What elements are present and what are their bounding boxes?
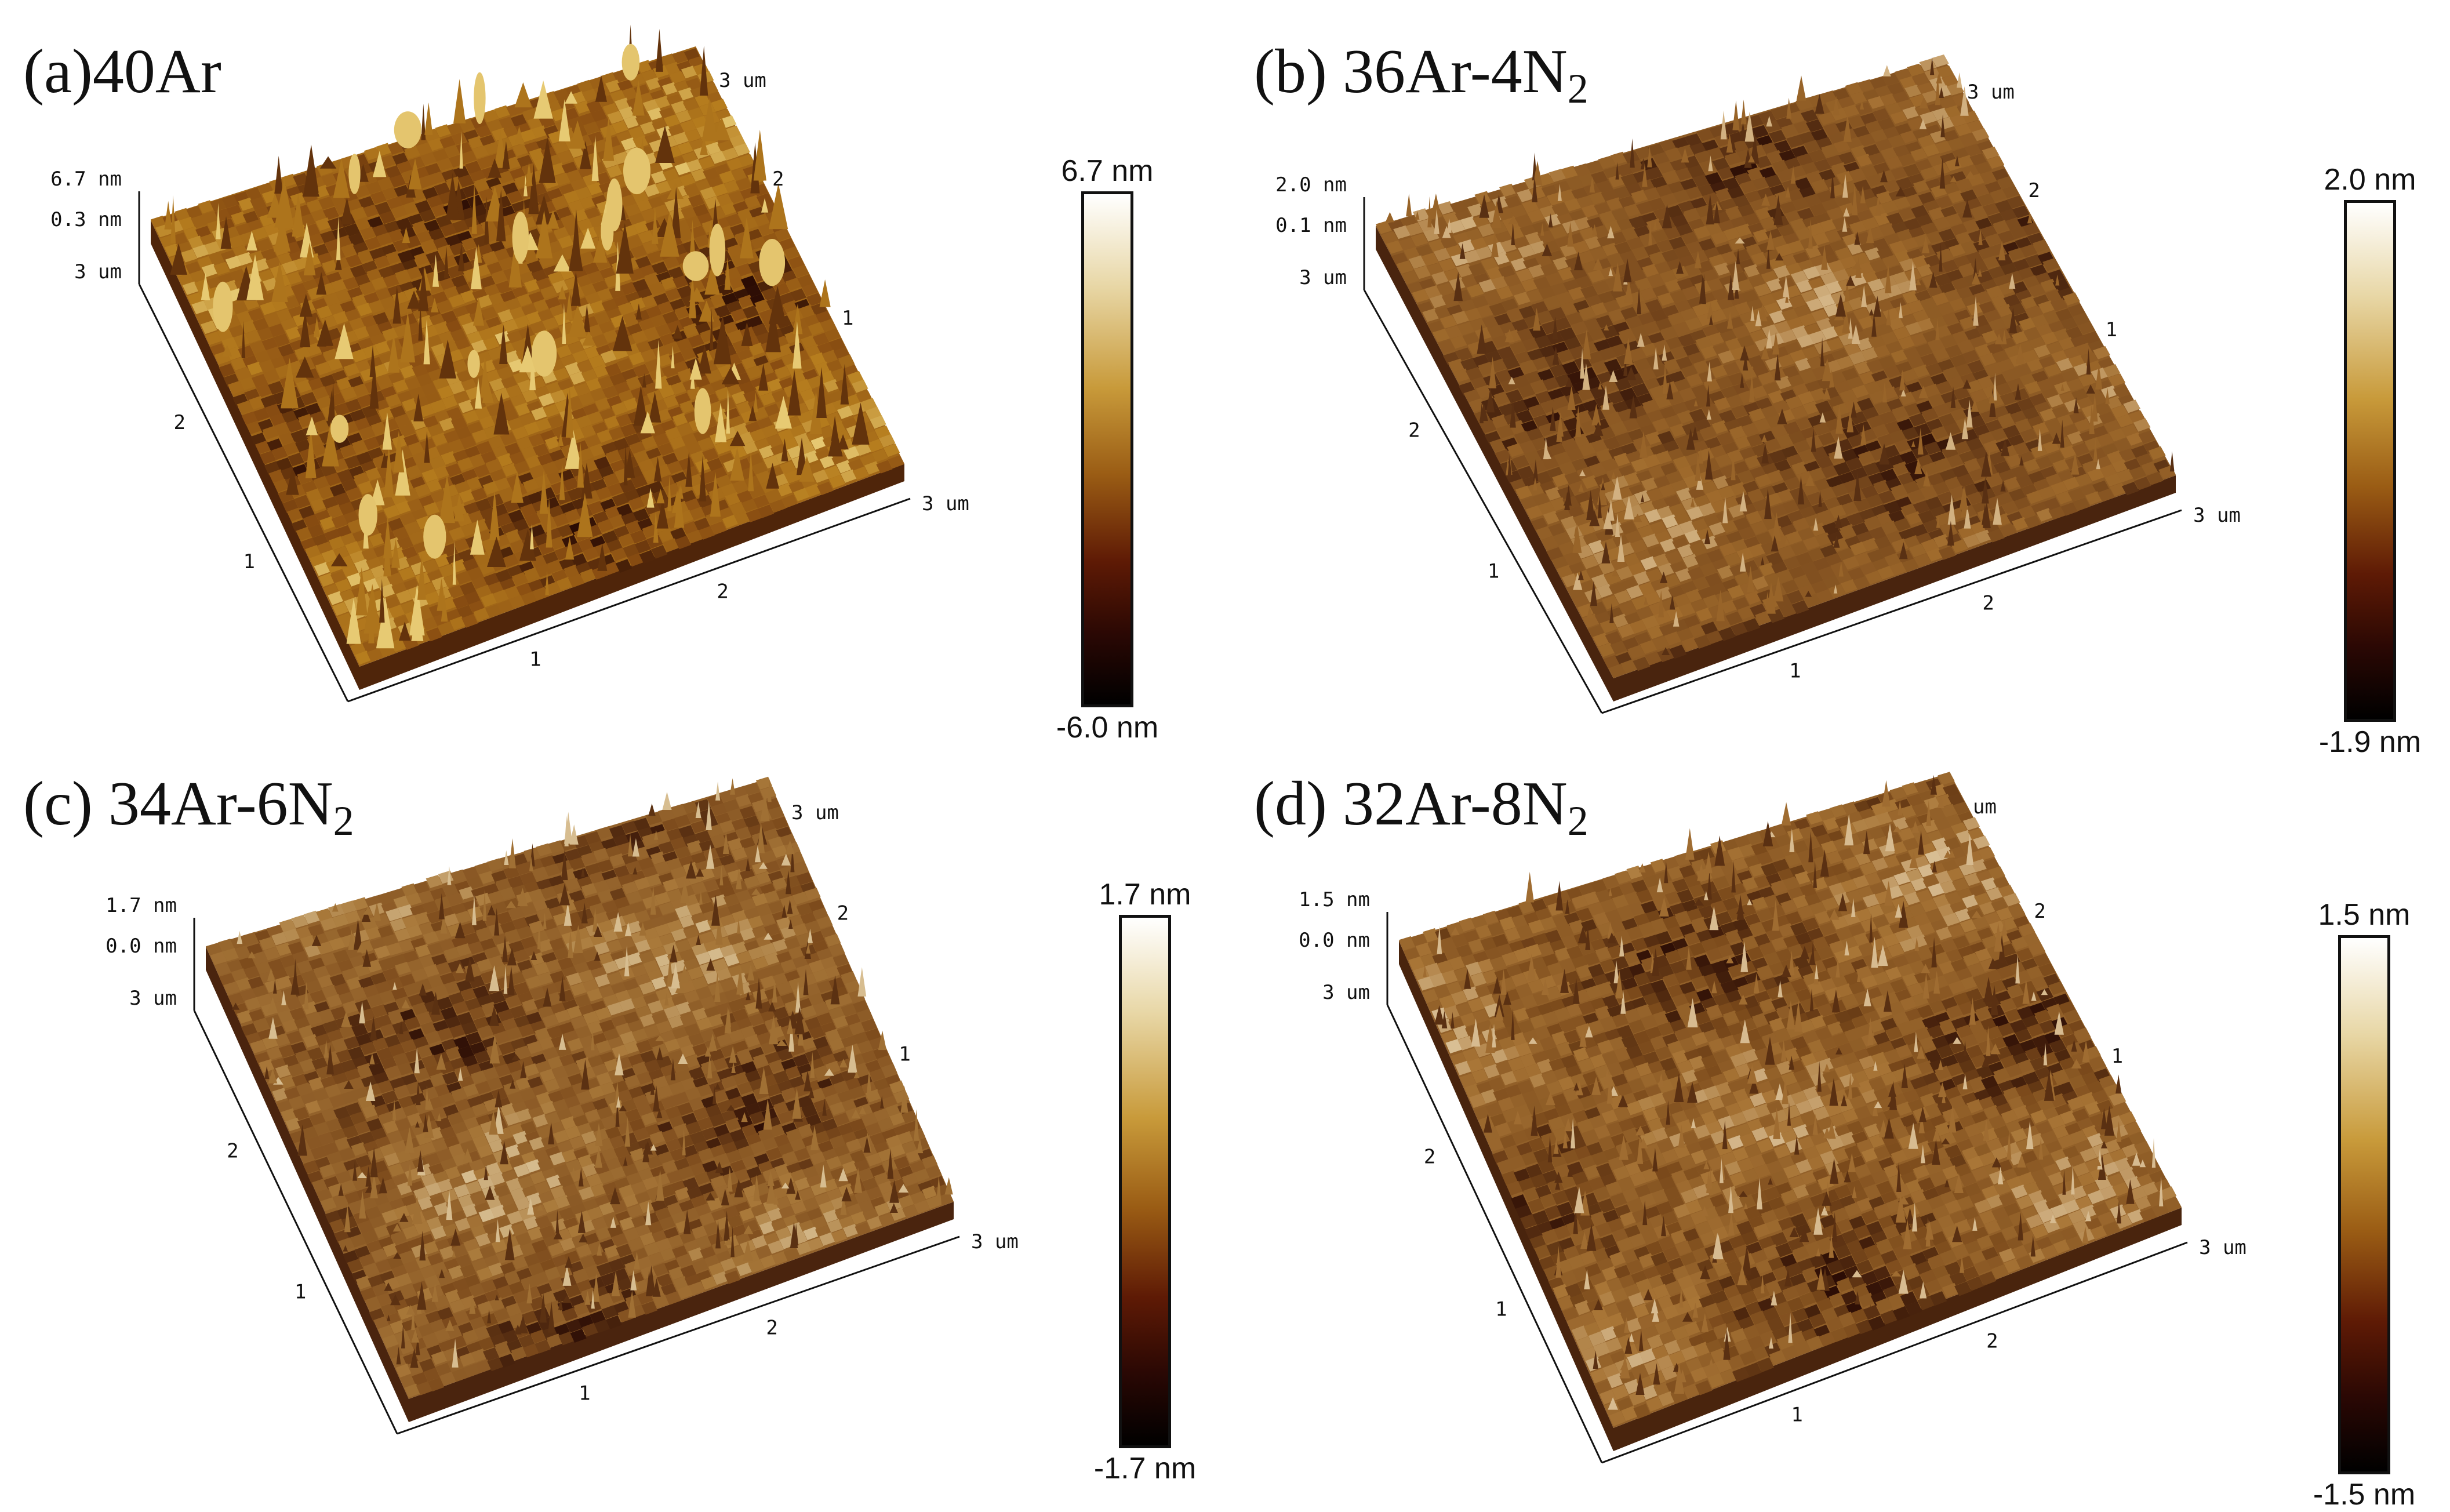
front-axis-tick: 2 xyxy=(1982,592,1994,615)
left-axis-tick: 2 xyxy=(1424,1145,1435,1168)
colorbar-min-label-d: -1.5 nm xyxy=(2313,1477,2415,1512)
top-corner-axis-label: 3 um xyxy=(1967,81,2015,104)
right-edge-tick: 1 xyxy=(2106,318,2117,341)
corner-axis-label: 3 um xyxy=(74,260,122,284)
z-axis-mid-label: 0.0 nm xyxy=(1299,929,1370,952)
colorbar-min-label-a: -6.0 nm xyxy=(1056,710,1158,745)
colorbar-min-label-c: -1.7 nm xyxy=(1094,1451,1196,1486)
z-axis-max-label: 1.7 nm xyxy=(106,894,177,917)
left-axis-tick: 1 xyxy=(243,550,255,573)
right-edge-tick: 1 xyxy=(842,307,853,330)
z-axis-mid-label: 0.1 nm xyxy=(1275,214,1347,237)
colorbar-max-label-d: 1.5 nm xyxy=(2318,897,2411,932)
left-axis-tick: 2 xyxy=(1408,419,1420,442)
front-axis-tick: 1 xyxy=(1789,659,1801,682)
left-axis-tick: 2 xyxy=(174,411,186,434)
front-axis-tick: 2 xyxy=(1986,1330,1998,1353)
front-axis-tick: 2 xyxy=(717,580,728,604)
colorbar-c xyxy=(1119,915,1171,1448)
z-axis-mid-label: 0.3 nm xyxy=(50,208,122,231)
right-corner-axis-label: 3 um xyxy=(2199,1236,2247,1259)
right-edge-tick: 2 xyxy=(837,902,849,925)
left-axis-tick: 1 xyxy=(1488,560,1499,583)
colorbar-max-label-c: 1.7 nm xyxy=(1099,877,1191,912)
left-axis-tick: 2 xyxy=(227,1139,238,1162)
corner-axis-label: 3 um xyxy=(1299,266,1347,289)
right-corner-axis-label: 3 um xyxy=(922,492,969,515)
right-edge-tick: 2 xyxy=(772,168,784,191)
left-axis-tick: 1 xyxy=(295,1281,306,1304)
corner-axis-label: 3 um xyxy=(1322,981,1370,1004)
right-edge-tick: 2 xyxy=(2028,179,2040,202)
surface-relief-d xyxy=(1399,772,2182,1451)
z-axis-mid-label: 0.0 nm xyxy=(106,935,177,958)
colorbar-b xyxy=(2344,200,2396,722)
right-corner-axis-label: 3 um xyxy=(971,1230,1019,1253)
front-axis-tick: 1 xyxy=(579,1382,590,1405)
right-edge-tick: 2 xyxy=(2034,900,2045,923)
surface-relief-c xyxy=(206,777,954,1422)
colorbar-a xyxy=(1081,191,1133,707)
afm-surface-a: 6.7 nm 0.3 nm 3 um 2 1 1 2 3 um 2 1 3 um xyxy=(0,0,986,755)
surface-relief-a xyxy=(151,25,904,690)
left-axis-tick: 1 xyxy=(1495,1298,1507,1321)
front-axis-tick: 1 xyxy=(1791,1403,1802,1426)
top-corner-axis-label: 3 um xyxy=(791,801,839,824)
z-axis-max-label: 2.0 nm xyxy=(1275,173,1347,197)
right-edge-tick: 1 xyxy=(2111,1045,2123,1068)
top-corner-axis-label: 3 um xyxy=(719,69,766,92)
afm-surface-c: 1.7 nm 0.0 nm 3 um 2 1 1 2 3 um 2 1 3 um xyxy=(46,755,1061,1511)
top-corner-axis-label: um xyxy=(1973,795,1997,819)
afm-surface-d: 1.5 nm 0.0 nm 3 um 2 1 1 2 3 um 2 1 um xyxy=(1266,755,2251,1511)
front-axis-tick: 1 xyxy=(529,648,541,671)
colorbar-max-label-b: 2.0 nm xyxy=(2324,162,2416,197)
z-axis-max-label: 1.5 nm xyxy=(1299,888,1370,911)
right-edge-tick: 1 xyxy=(899,1043,910,1066)
surface-relief-b xyxy=(1376,54,2176,702)
colorbar-min-label-b: -1.9 nm xyxy=(2319,725,2421,759)
afm-surface-b: 2.0 nm 0.1 nm 3 um 2 1 1 2 3 um 2 1 3 um xyxy=(1271,0,2257,755)
colorbar-d xyxy=(2338,935,2390,1474)
right-corner-axis-label: 3 um xyxy=(2193,504,2241,527)
z-axis-max-label: 6.7 nm xyxy=(50,168,122,191)
corner-axis-label: 3 um xyxy=(129,987,177,1010)
front-axis-tick: 2 xyxy=(766,1316,777,1339)
colorbar-max-label-a: 6.7 nm xyxy=(1062,154,1154,188)
